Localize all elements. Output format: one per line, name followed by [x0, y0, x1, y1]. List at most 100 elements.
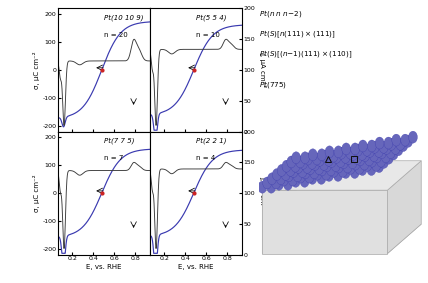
- Circle shape: [317, 149, 326, 161]
- Circle shape: [308, 172, 317, 184]
- Circle shape: [346, 147, 355, 159]
- Circle shape: [334, 146, 343, 158]
- Circle shape: [291, 160, 300, 172]
- Polygon shape: [387, 161, 421, 254]
- Circle shape: [325, 146, 334, 158]
- Circle shape: [319, 158, 328, 170]
- Circle shape: [377, 147, 386, 159]
- Circle shape: [360, 158, 369, 170]
- Circle shape: [366, 145, 374, 157]
- Circle shape: [277, 164, 286, 176]
- Circle shape: [308, 157, 317, 169]
- Circle shape: [349, 148, 358, 160]
- Circle shape: [361, 150, 369, 162]
- Circle shape: [317, 172, 326, 184]
- Y-axis label: j, μA cm⁻²: j, μA cm⁻²: [259, 175, 266, 211]
- Circle shape: [274, 178, 283, 190]
- Circle shape: [299, 157, 308, 169]
- Circle shape: [291, 175, 300, 187]
- Circle shape: [337, 147, 346, 159]
- Circle shape: [346, 162, 355, 174]
- Circle shape: [322, 160, 331, 172]
- Circle shape: [288, 174, 297, 186]
- Circle shape: [313, 168, 322, 180]
- Circle shape: [391, 143, 400, 155]
- Polygon shape: [262, 224, 421, 254]
- Circle shape: [327, 164, 336, 176]
- Polygon shape: [262, 161, 421, 190]
- Circle shape: [330, 165, 339, 177]
- Text: Pt(5 5 4): Pt(5 5 4): [196, 15, 226, 21]
- Text: $Pt(S)[(n{-}1)(111) \times (110)]$: $Pt(S)[(n{-}1)(111) \times (110)]$: [259, 48, 352, 60]
- Text: Pt(7 7 5): Pt(7 7 5): [104, 138, 134, 144]
- Circle shape: [279, 174, 288, 186]
- Circle shape: [377, 155, 386, 167]
- Text: $Pt(775)$: $Pt(775)$: [259, 79, 287, 90]
- Circle shape: [374, 160, 383, 173]
- Circle shape: [263, 177, 272, 189]
- Circle shape: [315, 154, 324, 166]
- Circle shape: [289, 166, 298, 178]
- Circle shape: [284, 170, 293, 182]
- Circle shape: [380, 156, 389, 168]
- Circle shape: [268, 173, 276, 185]
- Circle shape: [368, 155, 377, 167]
- Circle shape: [300, 152, 309, 164]
- Circle shape: [367, 140, 376, 152]
- Circle shape: [296, 156, 305, 168]
- Circle shape: [283, 178, 292, 190]
- Circle shape: [334, 161, 343, 173]
- Circle shape: [324, 154, 333, 166]
- Circle shape: [311, 158, 319, 170]
- Circle shape: [389, 148, 398, 160]
- Circle shape: [399, 140, 408, 152]
- Circle shape: [354, 144, 363, 156]
- Polygon shape: [262, 161, 296, 254]
- Circle shape: [351, 158, 360, 170]
- Polygon shape: [262, 190, 387, 254]
- Circle shape: [374, 145, 383, 157]
- Circle shape: [353, 153, 362, 165]
- Text: n = 7: n = 7: [104, 155, 123, 161]
- Text: n = 10: n = 10: [196, 32, 220, 38]
- Circle shape: [305, 171, 314, 183]
- Circle shape: [384, 137, 393, 149]
- Circle shape: [293, 170, 302, 182]
- Circle shape: [306, 163, 315, 175]
- Text: Pt(2 2 1): Pt(2 2 1): [196, 138, 226, 144]
- Circle shape: [300, 175, 309, 187]
- Circle shape: [355, 162, 364, 174]
- Circle shape: [404, 135, 413, 147]
- Circle shape: [294, 161, 303, 173]
- Text: n = 4: n = 4: [196, 155, 215, 161]
- Text: Pt(10 10 9): Pt(10 10 9): [104, 15, 143, 21]
- Circle shape: [358, 164, 367, 175]
- Circle shape: [331, 160, 340, 172]
- Circle shape: [343, 161, 352, 173]
- Circle shape: [372, 159, 380, 171]
- Circle shape: [301, 167, 310, 179]
- Circle shape: [401, 134, 410, 146]
- Y-axis label: σ, μC cm⁻²: σ, μC cm⁻²: [33, 51, 40, 89]
- Circle shape: [382, 143, 391, 155]
- Circle shape: [358, 140, 367, 152]
- Circle shape: [324, 170, 333, 181]
- Circle shape: [291, 152, 300, 164]
- Circle shape: [370, 141, 379, 153]
- Circle shape: [379, 141, 388, 153]
- Circle shape: [281, 169, 290, 181]
- Circle shape: [286, 164, 295, 176]
- Circle shape: [308, 149, 317, 161]
- Circle shape: [296, 171, 305, 183]
- Circle shape: [344, 153, 353, 165]
- Circle shape: [396, 138, 405, 150]
- Circle shape: [339, 157, 348, 169]
- Text: n = 20: n = 20: [104, 32, 128, 38]
- Circle shape: [363, 144, 372, 156]
- Circle shape: [310, 167, 319, 179]
- Circle shape: [298, 166, 307, 178]
- Circle shape: [287, 156, 296, 168]
- Circle shape: [267, 181, 276, 193]
- Circle shape: [394, 144, 403, 156]
- Circle shape: [408, 131, 417, 143]
